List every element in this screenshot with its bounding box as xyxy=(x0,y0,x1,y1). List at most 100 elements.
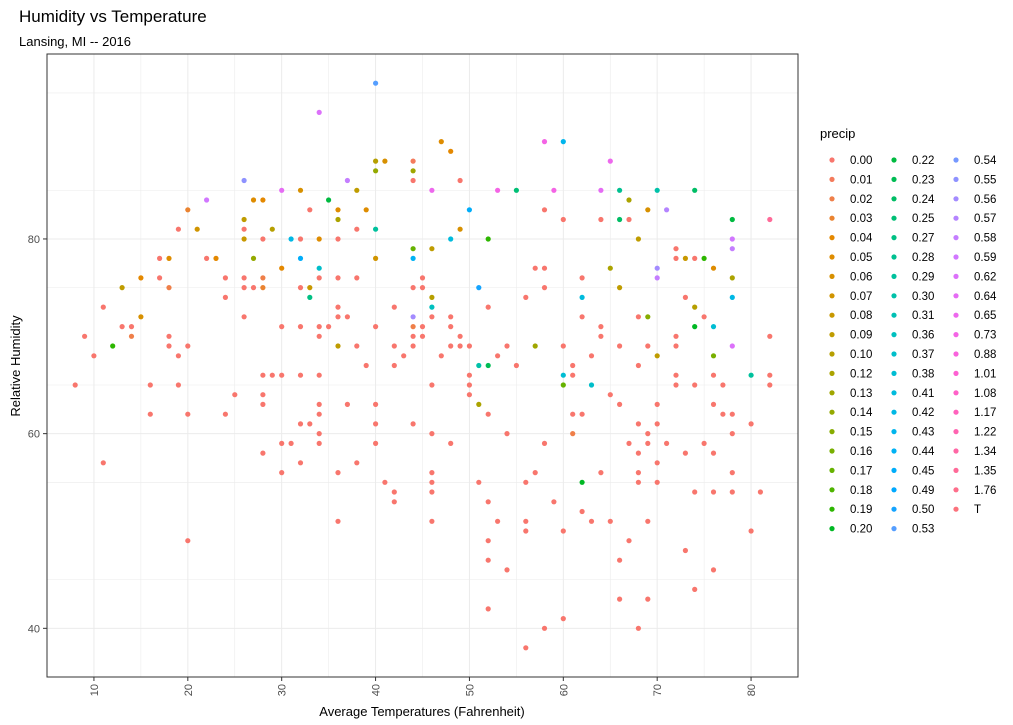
legend-label: 0.55 xyxy=(974,174,996,186)
data-point xyxy=(279,440,285,446)
legend-key xyxy=(829,176,835,182)
data-point xyxy=(645,518,651,524)
data-point xyxy=(729,275,735,281)
data-point xyxy=(279,372,285,378)
legend-label: 0.29 xyxy=(912,271,934,283)
data-point xyxy=(297,372,304,378)
data-point xyxy=(250,197,257,203)
data-point xyxy=(748,421,754,427)
x-tick-label: 70 xyxy=(652,684,664,696)
legend-key xyxy=(891,254,897,260)
data-point xyxy=(654,460,660,466)
legend-key xyxy=(891,351,897,357)
data-point xyxy=(664,207,670,213)
legend-key xyxy=(891,196,897,202)
data-point xyxy=(448,324,454,330)
legend-key xyxy=(891,409,897,415)
data-point xyxy=(701,440,707,446)
legend-key xyxy=(891,273,897,279)
data-point xyxy=(419,285,426,291)
data-point xyxy=(560,382,566,388)
data-point xyxy=(279,265,285,271)
legend-label: 0.49 xyxy=(912,485,934,497)
legend-key xyxy=(953,448,959,454)
data-point xyxy=(532,470,538,476)
data-point xyxy=(373,421,379,427)
legend-key xyxy=(891,506,897,512)
data-point xyxy=(119,285,125,291)
data-point xyxy=(316,109,322,115)
data-point xyxy=(354,187,360,193)
data-point xyxy=(710,450,717,456)
data-point xyxy=(288,236,294,242)
data-point xyxy=(232,392,238,398)
data-point xyxy=(710,372,717,378)
data-point xyxy=(297,255,304,261)
legend-key xyxy=(891,467,897,473)
data-point xyxy=(654,479,660,485)
data-point xyxy=(748,372,754,378)
data-point xyxy=(485,411,491,417)
data-point xyxy=(645,314,651,320)
data-point xyxy=(654,421,660,427)
data-point xyxy=(635,314,642,320)
data-point xyxy=(541,265,548,271)
legend-key xyxy=(953,429,959,435)
legend-label: T xyxy=(974,504,981,516)
data-point xyxy=(541,625,548,631)
data-point xyxy=(316,265,322,271)
data-point xyxy=(147,382,153,388)
data-point xyxy=(626,216,632,223)
data-point xyxy=(617,343,623,349)
data-point xyxy=(307,285,313,291)
data-point xyxy=(316,333,322,339)
data-point xyxy=(485,304,491,310)
data-point xyxy=(391,304,397,310)
data-point xyxy=(495,353,501,359)
data-point xyxy=(335,518,341,524)
data-point xyxy=(335,207,341,213)
legend-key xyxy=(891,390,897,396)
data-point xyxy=(354,226,360,232)
data-point xyxy=(729,216,735,223)
data-point xyxy=(570,431,576,437)
data-point xyxy=(410,158,416,164)
data-point xyxy=(204,197,210,203)
data-point xyxy=(476,401,482,407)
legend-label: 0.13 xyxy=(850,388,872,400)
data-point xyxy=(682,294,689,300)
data-point xyxy=(673,382,679,388)
data-point xyxy=(391,489,397,495)
legend-key xyxy=(953,157,959,163)
legend-label: 1.34 xyxy=(974,446,997,458)
data-point xyxy=(316,275,322,281)
legend-key xyxy=(829,196,835,202)
data-point xyxy=(607,265,613,271)
data-point xyxy=(710,265,717,271)
data-point xyxy=(710,324,717,330)
legend: precip 0.00 0.01 0.02 0.03 0.04 0.05 0.06 0.07 0… xyxy=(820,126,997,536)
data-point xyxy=(157,255,163,261)
legend-label: 0.38 xyxy=(912,368,934,380)
data-point xyxy=(767,333,773,339)
data-point xyxy=(617,596,623,602)
data-point xyxy=(466,382,472,388)
data-point xyxy=(260,236,266,242)
data-point xyxy=(617,557,623,563)
data-point xyxy=(682,450,689,456)
data-point xyxy=(222,294,228,300)
data-point xyxy=(429,314,435,320)
data-point xyxy=(541,139,548,145)
data-point xyxy=(504,343,510,349)
data-point xyxy=(692,187,698,193)
data-point xyxy=(476,285,482,291)
data-point xyxy=(241,285,247,291)
data-point xyxy=(682,547,689,554)
data-point xyxy=(335,236,341,242)
data-point xyxy=(185,411,191,417)
data-point xyxy=(635,362,642,369)
data-point xyxy=(457,177,463,184)
data-point xyxy=(635,236,642,242)
data-point xyxy=(429,382,435,388)
legend-label: 0.62 xyxy=(974,271,996,283)
